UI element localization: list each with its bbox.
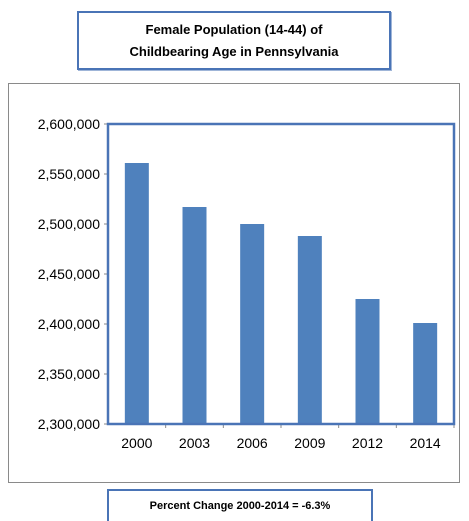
- y-tick-label: 2,600,000: [38, 116, 100, 132]
- plot-area-border: [108, 124, 454, 424]
- x-tick-label: 2014: [410, 435, 441, 451]
- percent-change-text: Percent Change 2000-2014 = -6.3%: [150, 500, 331, 512]
- x-tick-label: 2006: [237, 435, 268, 451]
- y-tick-label: 2,450,000: [38, 266, 100, 282]
- bar-2014: [413, 323, 437, 424]
- bar-2009: [298, 236, 322, 424]
- y-tick-label: 2,550,000: [38, 166, 100, 182]
- y-tick-label: 2,300,000: [38, 416, 100, 432]
- x-tick-label: 2012: [352, 435, 383, 451]
- bar-2006: [240, 224, 264, 424]
- bar-2012: [356, 299, 380, 424]
- y-tick-label: 2,350,000: [38, 366, 100, 382]
- percent-change-box: Percent Change 2000-2014 = -6.3%: [107, 489, 373, 521]
- x-tick-label: 2000: [121, 435, 152, 451]
- x-tick-label: 2009: [294, 435, 325, 451]
- bar-2003: [183, 207, 207, 424]
- bar-2000: [125, 163, 149, 424]
- y-tick-label: 2,400,000: [38, 316, 100, 332]
- x-tick-label: 2003: [179, 435, 210, 451]
- y-tick-label: 2,500,000: [38, 216, 100, 232]
